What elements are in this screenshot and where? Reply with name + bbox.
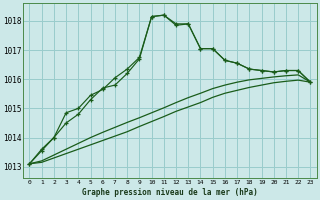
X-axis label: Graphe pression niveau de la mer (hPa): Graphe pression niveau de la mer (hPa) [82, 188, 258, 197]
